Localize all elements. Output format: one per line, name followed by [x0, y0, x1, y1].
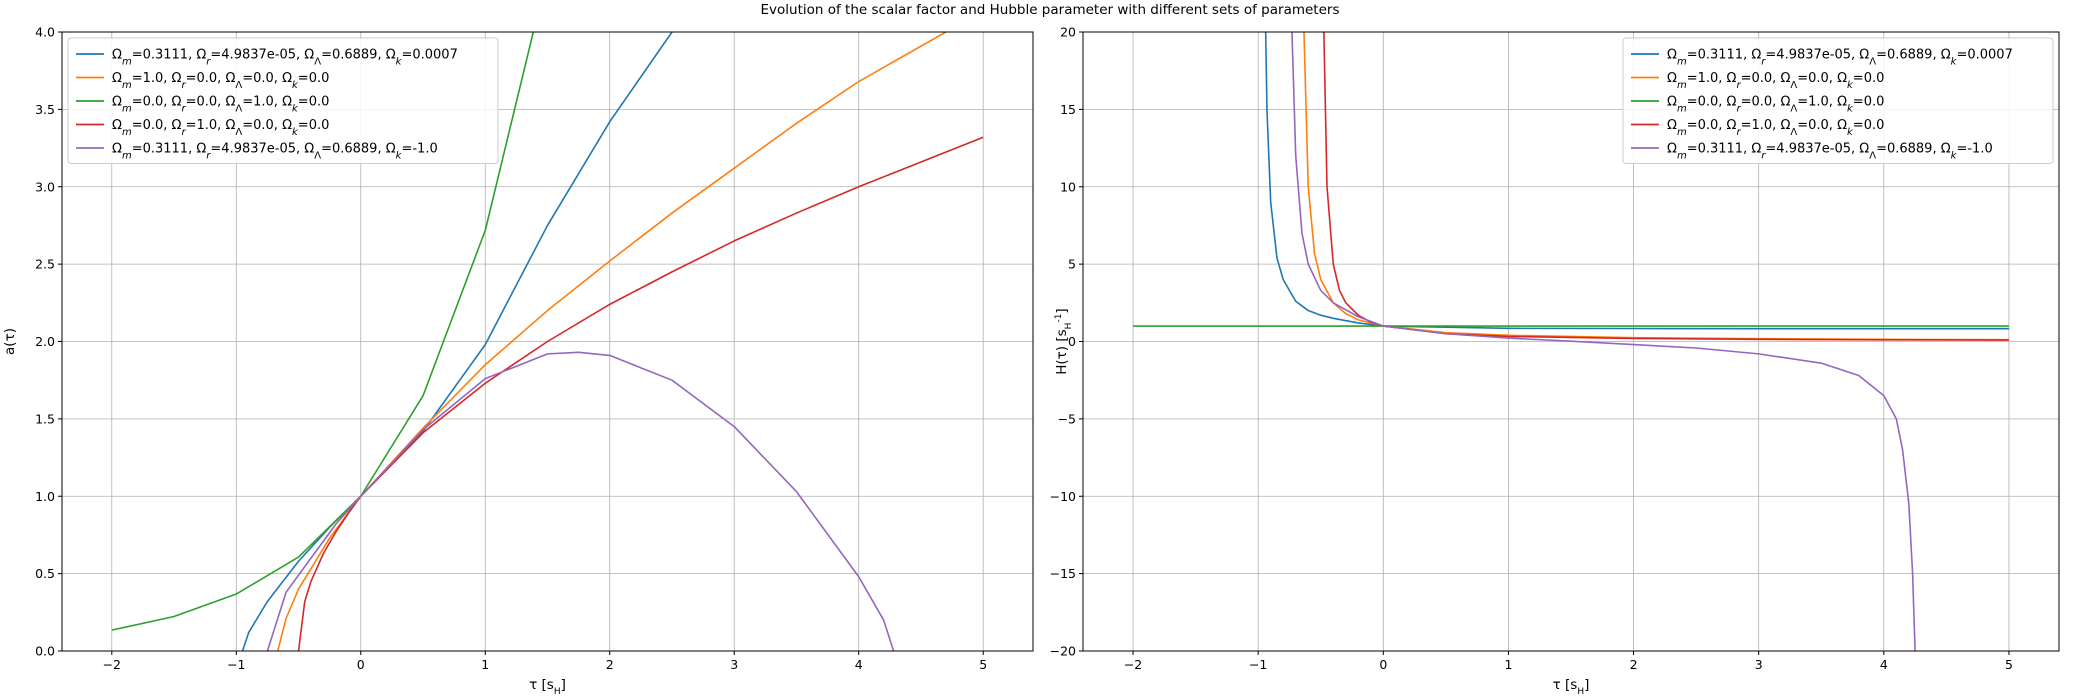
- x-tick-label: 5: [2005, 657, 2013, 672]
- series-line-2: [276, 32, 947, 651]
- figure-title: Evolution of the scalar factor and Hubbl…: [761, 2, 1340, 18]
- series-line-4: [297, 136, 984, 651]
- x-tick-label: −1: [1249, 657, 1267, 672]
- legend-entry: Ωm=0.3111, Ωr=4.9837e-05, ΩΛ=0.6889, Ωk=…: [112, 142, 438, 162]
- legend-entry: Ωm=0.3111, Ωr=4.9837e-05, ΩΛ=0.6889, Ωk=…: [112, 48, 458, 68]
- legend-entry: Ωm=0.0, Ωr=0.0, ΩΛ=1.0, Ωk=0.0: [1667, 95, 1884, 115]
- legend-entry: Ωm=1.0, Ωr=0.0, ΩΛ=0.0, Ωk=0.0: [1667, 71, 1884, 91]
- y-tick-label: 3.0: [35, 179, 55, 194]
- y-tick-label: 0.5: [35, 566, 55, 581]
- legend-entry: Ωm=0.0, Ωr=0.0, ΩΛ=1.0, Ωk=0.0: [112, 95, 329, 115]
- y-axis-label: a(τ): [2, 328, 18, 355]
- series-line-3: [111, 32, 535, 631]
- y-tick-label: −10: [1050, 489, 1076, 504]
- y-tick-label: −15: [1050, 566, 1076, 581]
- legend-entry: Ωm=0.3111, Ωr=4.9837e-05, ΩΛ=0.6889, Ωk=…: [1667, 48, 2013, 68]
- x-tick-label: −2: [1124, 657, 1142, 672]
- y-tick-label: 3.5: [35, 102, 55, 117]
- y-tick-label: −20: [1050, 644, 1076, 659]
- legend-entry: Ωm=0.0, Ωr=1.0, ΩΛ=0.0, Ωk=0.0: [112, 118, 329, 138]
- y-tick-label: 20: [1060, 25, 1076, 40]
- y-tick-label: 1.0: [35, 489, 55, 504]
- y-tick-label: 0.0: [35, 644, 55, 659]
- y-tick-label: 2.5: [35, 257, 55, 272]
- x-tick-label: −2: [103, 657, 121, 672]
- x-tick-label: 4: [1880, 657, 1888, 672]
- x-tick-label: −1: [227, 657, 245, 672]
- x-tick-label: 1: [481, 657, 489, 672]
- x-tick-label: 4: [855, 657, 863, 672]
- x-tick-label: 0: [357, 657, 365, 672]
- y-tick-label: −5: [1058, 411, 1076, 426]
- x-tick-label: 2: [1630, 657, 1638, 672]
- y-tick-label: 10: [1060, 179, 1076, 194]
- y-tick-label: 1.5: [35, 411, 55, 426]
- x-tick-label: 0: [1379, 657, 1387, 672]
- y-tick-label: 15: [1060, 102, 1076, 117]
- x-tick-label: 2: [606, 657, 614, 672]
- y-tick-label: 5: [1068, 257, 1076, 272]
- legend-entry: Ωm=1.0, Ωr=0.0, ΩΛ=0.0, Ωk=0.0: [112, 71, 329, 91]
- legend-entry: Ωm=0.0, Ωr=1.0, ΩΛ=0.0, Ωk=0.0: [1667, 118, 1884, 138]
- series-line-5: [1291, 32, 1916, 651]
- x-axis-label: τ [sH]: [1553, 677, 1590, 697]
- x-tick-label: 5: [979, 657, 987, 672]
- series-line-5: [266, 351, 895, 651]
- legend: Ωm=0.3111, Ωr=4.9837e-05, ΩΛ=0.6889, Ωk=…: [67, 37, 499, 164]
- x-tick-label: 1: [1504, 657, 1512, 672]
- series-line-1: [1264, 32, 2009, 330]
- scale-factor-panel: −2 −1 0 1 2 3 4 5 0.0 0.5 1.0 1.5 2.0 2.5 3.0 3.5 4.0 τ […: [2, 25, 1034, 697]
- x-axis-label: τ [sH]: [529, 677, 566, 697]
- y-tick-label: 0: [1068, 334, 1076, 349]
- y-tick-label: 4.0: [35, 25, 55, 40]
- x-tick-label: 3: [1755, 657, 1763, 672]
- legend: Ωm=0.3111, Ωr=4.9837e-05, ΩΛ=0.6889, Ωk=…: [1622, 37, 2054, 164]
- legend-entry: Ωm=0.3111, Ωr=4.9837e-05, ΩΛ=0.6889, Ωk=…: [1667, 142, 1993, 162]
- y-axis-label: H(τ) [sH-1]: [1054, 308, 1074, 374]
- x-tick-label: 3: [730, 657, 738, 672]
- y-tick-label: 2.0: [35, 334, 55, 349]
